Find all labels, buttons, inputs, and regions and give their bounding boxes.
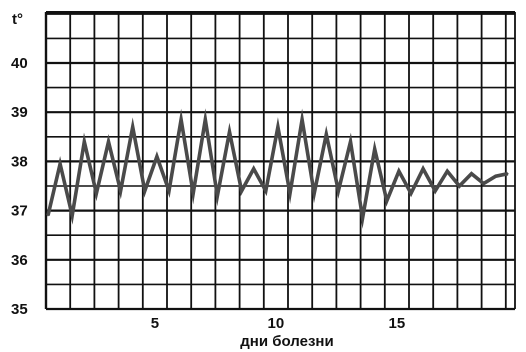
data-point — [458, 185, 461, 187]
data-point — [434, 190, 437, 192]
data-point — [494, 175, 497, 177]
data-point — [144, 190, 146, 192]
data-point — [446, 170, 449, 172]
y-tick-label: 36 — [11, 252, 28, 269]
data-point — [386, 200, 388, 202]
x-tick-label: 10 — [268, 315, 285, 332]
y-tick-label: 38 — [11, 153, 28, 170]
data-point — [192, 192, 194, 195]
data-point — [204, 118, 207, 121]
data-point — [373, 148, 376, 150]
data-point — [337, 190, 340, 192]
data-point — [180, 118, 182, 121]
data-point — [168, 190, 170, 192]
data-point — [361, 217, 364, 219]
data-point — [228, 131, 231, 133]
y-tick-label: 40 — [11, 55, 28, 72]
data-point — [470, 172, 473, 175]
data-point — [59, 163, 61, 165]
y-tick-label: 39 — [11, 104, 28, 121]
data-point — [119, 190, 122, 192]
data-point — [265, 190, 267, 192]
x-tick-label: 15 — [389, 315, 406, 332]
y-axis-label: t° — [12, 11, 23, 28]
data-point — [325, 133, 328, 136]
data-point — [301, 118, 303, 121]
data-point — [71, 214, 73, 217]
data-point — [507, 172, 509, 175]
data-point — [107, 140, 110, 143]
data-point — [422, 168, 424, 170]
data-point — [410, 192, 412, 195]
axis-ticks: 35 36 37 38 39 40 5 10 15 — [11, 55, 405, 332]
y-tick-label: 35 — [11, 301, 28, 318]
x-axis-label: дни болезни — [240, 333, 333, 350]
data-point — [482, 182, 485, 185]
data-point — [313, 192, 316, 195]
data-point — [216, 195, 219, 197]
data-point — [240, 190, 243, 192]
series-line-temperature — [46, 108, 509, 229]
data-point — [252, 168, 255, 170]
series-group — [46, 108, 509, 229]
data-point — [95, 192, 98, 195]
data-point — [277, 126, 279, 128]
y-tick-label: 37 — [11, 203, 28, 220]
data-point — [156, 155, 158, 158]
data-point — [131, 126, 134, 128]
data-point — [47, 214, 49, 217]
data-point — [289, 192, 291, 195]
data-point — [349, 140, 352, 143]
chart-grid — [44, 11, 516, 311]
x-tick-label: 5 — [151, 315, 159, 332]
data-point — [398, 170, 400, 172]
data-point — [83, 140, 86, 143]
